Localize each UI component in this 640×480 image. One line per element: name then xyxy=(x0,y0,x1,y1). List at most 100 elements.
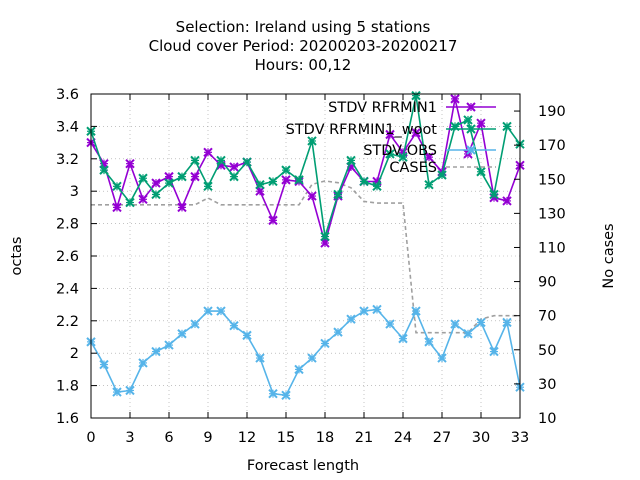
data-point-stdv-rfrmin1-woot xyxy=(177,171,187,182)
legend: STDV RFRMIN1 STDV RFRMIN1_woot STDV OBSCAS… xyxy=(286,100,496,176)
chart-title-line-3: Hours: 00,12 xyxy=(255,56,352,74)
data-point-stdv-rfrmin1 xyxy=(502,196,512,206)
legend-entry-stdv-rfrmin1: STDV RFRMIN1 xyxy=(328,100,496,116)
x-tick-label: 6 xyxy=(164,430,173,446)
data-point-stdv-rfrmin1-woot xyxy=(476,167,486,177)
data-point-stdv-rfrmin1 xyxy=(385,129,395,140)
data-point-stdv-obs xyxy=(216,306,226,316)
data-point-stdv-obs xyxy=(450,319,460,329)
legend-label: CASES xyxy=(389,160,437,176)
data-point-stdv-rfrmin1 xyxy=(476,118,486,128)
legend-marker xyxy=(466,124,476,134)
y2-tick-label: 10 xyxy=(538,411,556,427)
data-point-stdv-obs xyxy=(437,353,447,363)
data-point-stdv-obs xyxy=(398,333,408,344)
data-point-stdv-obs xyxy=(320,338,330,349)
x-tick-label: 21 xyxy=(355,430,373,446)
data-point-stdv-obs xyxy=(229,320,239,331)
y-tick-label: 2 xyxy=(70,346,79,362)
data-point-stdv-obs xyxy=(294,364,304,375)
data-point-stdv-rfrmin1 xyxy=(190,171,200,182)
y2-tick-label: 50 xyxy=(538,343,556,359)
legend-marker xyxy=(466,145,476,155)
series-line-stdv-rfrmin1 xyxy=(90,98,521,246)
data-point-stdv-obs xyxy=(385,319,395,329)
data-point-stdv-rfrmin1-woot xyxy=(138,173,148,183)
legend-marker xyxy=(466,102,476,112)
y2-tick-label: 150 xyxy=(538,172,566,188)
legend-entry-cases: CASES xyxy=(389,160,496,176)
y2-tick-label: 90 xyxy=(538,275,556,291)
data-point-stdv-obs xyxy=(307,353,317,363)
y-tick-label: 1.6 xyxy=(56,411,79,427)
data-point-stdv-rfrmin1-woot xyxy=(502,121,512,132)
data-point-stdv-rfrmin1-woot xyxy=(489,189,499,200)
legend-entry-stdv-obs: STDV OBS xyxy=(363,143,496,159)
x-tick-label: 12 xyxy=(238,430,256,446)
data-point-stdv-rfrmin1-woot xyxy=(255,180,265,190)
series-line-cases xyxy=(91,180,520,334)
y-tick-label: 2.8 xyxy=(56,217,79,233)
data-point-stdv-rfrmin1 xyxy=(424,152,434,162)
data-point-stdv-obs xyxy=(411,306,421,316)
data-point-stdv-obs xyxy=(138,358,148,368)
y2-tick-label: 110 xyxy=(538,240,566,256)
data-point-stdv-rfrmin1-woot xyxy=(203,181,213,192)
data-point-stdv-obs xyxy=(151,346,161,357)
data-point-stdv-rfrmin1-woot xyxy=(268,176,278,187)
data-point-stdv-rfrmin1 xyxy=(151,178,161,188)
data-point-stdv-rfrmin1-woot xyxy=(424,180,434,190)
x-tick-label: 33 xyxy=(511,430,529,446)
data-point-stdv-obs xyxy=(99,359,109,370)
data-point-stdv-rfrmin1 xyxy=(268,215,278,226)
data-point-stdv-rfrmin1 xyxy=(112,202,122,213)
data-point-stdv-rfrmin1-woot xyxy=(359,176,369,187)
y-tick-label: 3.4 xyxy=(56,119,79,135)
data-point-stdv-rfrmin1 xyxy=(125,158,135,169)
x-axis-label: Forecast length xyxy=(247,458,359,474)
data-point-stdv-rfrmin1-woot xyxy=(411,90,421,101)
data-point-stdv-rfrmin1-woot xyxy=(307,136,317,146)
data-point-stdv-rfrmin1 xyxy=(177,202,187,213)
chart-title-line-1: Selection: Ireland using 5 stations xyxy=(176,18,431,36)
data-point-stdv-obs xyxy=(463,329,473,339)
x-tick-label: 27 xyxy=(433,430,451,446)
series-line-stdv-rfrmin1-woot xyxy=(90,95,521,237)
data-point-stdv-rfrmin1-woot xyxy=(463,115,473,125)
data-point-stdv-obs xyxy=(489,346,499,357)
data-point-stdv-rfrmin1-woot xyxy=(281,165,291,175)
data-point-stdv-obs xyxy=(359,306,369,316)
x-tick-label: 0 xyxy=(86,430,95,446)
data-point-stdv-rfrmin1 xyxy=(411,128,421,138)
data-point-stdv-rfrmin1-woot xyxy=(190,155,200,166)
data-point-stdv-rfrmin1-woot xyxy=(320,231,330,242)
data-point-stdv-rfrmin1-woot xyxy=(333,189,343,200)
data-point-stdv-obs xyxy=(164,340,174,350)
chart-title-line-2: Cloud cover Period: 20200203-20200217 xyxy=(149,37,458,55)
data-point-stdv-obs xyxy=(502,317,512,328)
data-point-stdv-obs xyxy=(177,329,187,339)
ticks: 0 3 6 9 12 15 18 21 24 27 30 33 1.6 1.8 2 2.2 2.4 2.6 2.8 3… xyxy=(56,87,566,446)
series-line-stdv-obs xyxy=(90,308,521,397)
y2-tick-label: 170 xyxy=(538,138,566,154)
data-point-stdv-obs xyxy=(112,387,122,397)
data-point-stdv-rfrmin1 xyxy=(138,194,148,205)
data-point-stdv-rfrmin1 xyxy=(281,175,291,185)
data-point-stdv-rfrmin1 xyxy=(203,147,213,158)
data-point-stdv-obs xyxy=(333,327,343,337)
data-point-stdv-rfrmin1-woot xyxy=(398,152,408,162)
data-point-stdv-rfrmin1 xyxy=(450,94,460,104)
data-point-stdv-rfrmin1-woot xyxy=(216,155,226,166)
data-point-stdv-rfrmin1-woot xyxy=(151,189,161,200)
x-tick-label: 30 xyxy=(472,430,490,446)
y2-tick-label: 30 xyxy=(538,377,556,393)
data-point-stdv-rfrmin1-woot xyxy=(437,170,447,180)
data-point-stdv-obs xyxy=(281,390,291,401)
data-point-stdv-rfrmin1-woot xyxy=(112,181,122,192)
data-point-stdv-obs xyxy=(268,388,278,399)
y2-tick-label: 70 xyxy=(538,309,556,325)
y-tick-label: 3 xyxy=(70,184,79,200)
data-point-stdv-rfrmin1-woot xyxy=(229,171,239,182)
